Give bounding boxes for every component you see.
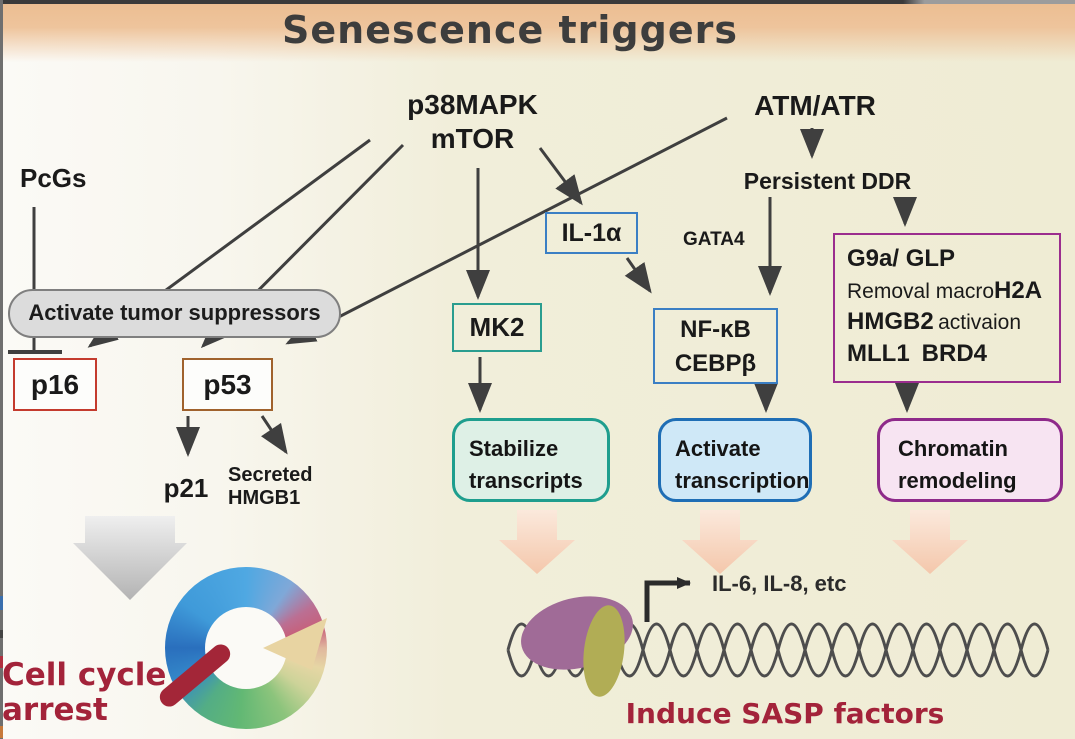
hmgb2-label: HMGB2 <box>847 308 934 336</box>
mtor-label: mTOR <box>430 123 515 155</box>
page-title: Senescence triggers <box>282 8 738 52</box>
mll1-label: MLL1 <box>847 340 910 368</box>
dna-helix-icon <box>506 622 1050 678</box>
transcription-start-arrow <box>644 577 691 622</box>
top-edge-strip <box>0 0 1075 4</box>
p38mapk-label: p38MAPK <box>407 89 538 120</box>
node-p21: p21 <box>163 473 209 503</box>
title-banner <box>0 4 1075 62</box>
node-nfkb-cebpb: NF-κB CEBPβ <box>653 308 778 384</box>
cell-cycle-line1: Cell cycle <box>2 657 167 693</box>
stabilize-line2: transcripts <box>469 467 583 493</box>
left-edge-border <box>0 0 3 739</box>
peach-arrow-3 <box>892 510 968 574</box>
node-secreted-hmgb1: Secreted HMGB1 <box>228 464 348 510</box>
removal-macro-label: Removal macro <box>847 279 995 303</box>
node-p16: p16 <box>13 358 97 411</box>
node-g9a-chromatin-factors: G9a/ GLP Removal macroH2A HMGB2 activaio… <box>833 233 1061 383</box>
brd4-label: BRD4 <box>921 340 988 368</box>
node-gata4: GATA4 <box>683 229 745 250</box>
node-pcgs: PcGs <box>20 163 87 193</box>
hmgb1-label: HMGB1 <box>228 487 301 509</box>
g9a-glp-label: G9a/ GLP <box>847 245 956 272</box>
chromatin-line1: Chromatin <box>898 436 1008 461</box>
edge-tick-orange <box>0 726 3 738</box>
secreted-label: Secreted <box>228 464 313 486</box>
induce-sasp-label: Induce SASP factors <box>625 697 945 730</box>
peach-arrow-1 <box>499 510 575 574</box>
node-il1a: IL-1α <box>545 212 638 254</box>
arrow-il1a-to-nfkb <box>624 257 652 294</box>
node-chromatin-remodeling: Chromatin remodeling <box>877 418 1063 502</box>
h2a-label: H2A <box>994 276 1043 304</box>
edge-tick-dark <box>0 630 3 638</box>
arrow-p53-to-hmgb1 <box>260 415 288 455</box>
nfkb-label: NF-κB <box>680 316 751 343</box>
gray-outcome-arrow <box>73 516 187 600</box>
node-atm-atr: ATM/ATR <box>754 90 876 121</box>
cell-cycle-line2: arrest <box>2 691 108 728</box>
sasp-genes-label: IL-6, IL-8, etc <box>712 571 847 596</box>
peach-arrow-2 <box>682 510 758 574</box>
node-activate-transcription: Activate transcription <box>658 418 812 502</box>
edge-tick-blue <box>0 596 3 610</box>
activate-line1: Activate <box>675 436 761 461</box>
node-mk2: MK2 <box>452 303 542 352</box>
node-p53: p53 <box>182 358 273 411</box>
cebpb-label: CEBPβ <box>674 349 757 377</box>
cell-cycle-arrest-label: Cell cycle arrest <box>2 658 166 727</box>
activate-line2: transcription <box>675 467 810 493</box>
stabilize-line1: Stabilize <box>469 436 559 461</box>
node-p38mapk-mtor: p38MAPK mTOR <box>380 88 565 156</box>
node-persistent-ddr: Persistent DDR <box>743 168 912 194</box>
transcription-factor-blob <box>521 596 633 670</box>
chromatin-line2: remodeling <box>898 467 1017 493</box>
activation-label: activaion <box>938 311 1022 335</box>
nucleosome-blob <box>583 605 625 697</box>
tumor-suppressors-pill: Activate tumor suppressors <box>8 289 341 338</box>
node-stabilize-transcripts: Stabilize transcripts <box>452 418 610 502</box>
edge-tick-red <box>0 656 3 668</box>
